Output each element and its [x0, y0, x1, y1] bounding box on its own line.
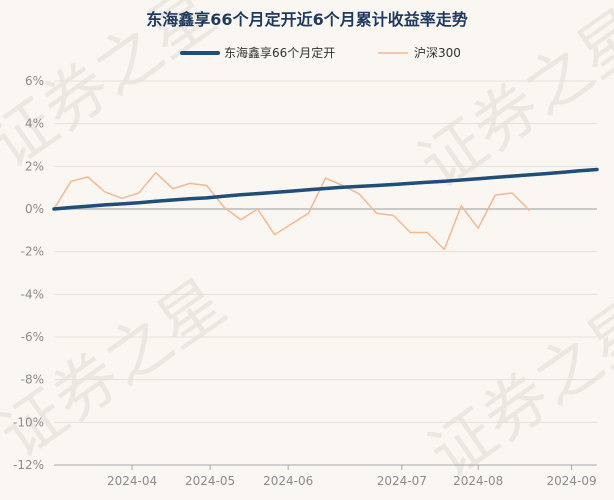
- watermark-text-3: 证券之星: [407, 0, 614, 203]
- x-tick-label: 2024-08: [453, 474, 503, 488]
- y-tick-label: -8%: [21, 373, 44, 387]
- legend-label-index: 沪深300: [414, 46, 461, 60]
- y-tick-label: -10%: [13, 415, 44, 429]
- x-tick-label: 2024-06: [263, 474, 313, 488]
- x-tick-label: 2024-04: [107, 474, 157, 488]
- x-axis: 2024-04 2024-05 2024-06 2024-07 2024-08 2024-…: [107, 465, 597, 488]
- chart-title: 东海鑫享66个月定开近6个月累计收益率走势: [146, 10, 467, 29]
- y-tick-label: 4%: [25, 117, 44, 131]
- y-tick-label: -6%: [21, 330, 44, 344]
- y-tick-label: 6%: [25, 74, 44, 88]
- y-tick-label: 2%: [25, 159, 44, 173]
- y-axis: 6% 4% 2% 0% -2% -4% -6% -8% -10% -12%: [13, 74, 44, 472]
- y-tick-label: -2%: [21, 245, 44, 259]
- series-line-index: [53, 171, 530, 251]
- x-tick-label: 2024-09: [546, 474, 596, 488]
- watermark-text-4: 证券之星: [417, 286, 614, 493]
- x-tick-label: 2024-05: [185, 474, 235, 488]
- grid: [54, 80, 597, 466]
- legend-label-fund: 东海鑫享66个月定开: [224, 45, 335, 60]
- legend: 东海鑫享66个月定开 沪深300: [180, 45, 461, 60]
- y-tick-label: -4%: [21, 287, 44, 301]
- x-tick-label: 2024-07: [377, 474, 427, 488]
- series: [52, 167, 599, 251]
- series-line-fund: [52, 167, 599, 211]
- y-tick-label: 0%: [25, 202, 44, 216]
- y-tick-label: -12%: [13, 458, 44, 472]
